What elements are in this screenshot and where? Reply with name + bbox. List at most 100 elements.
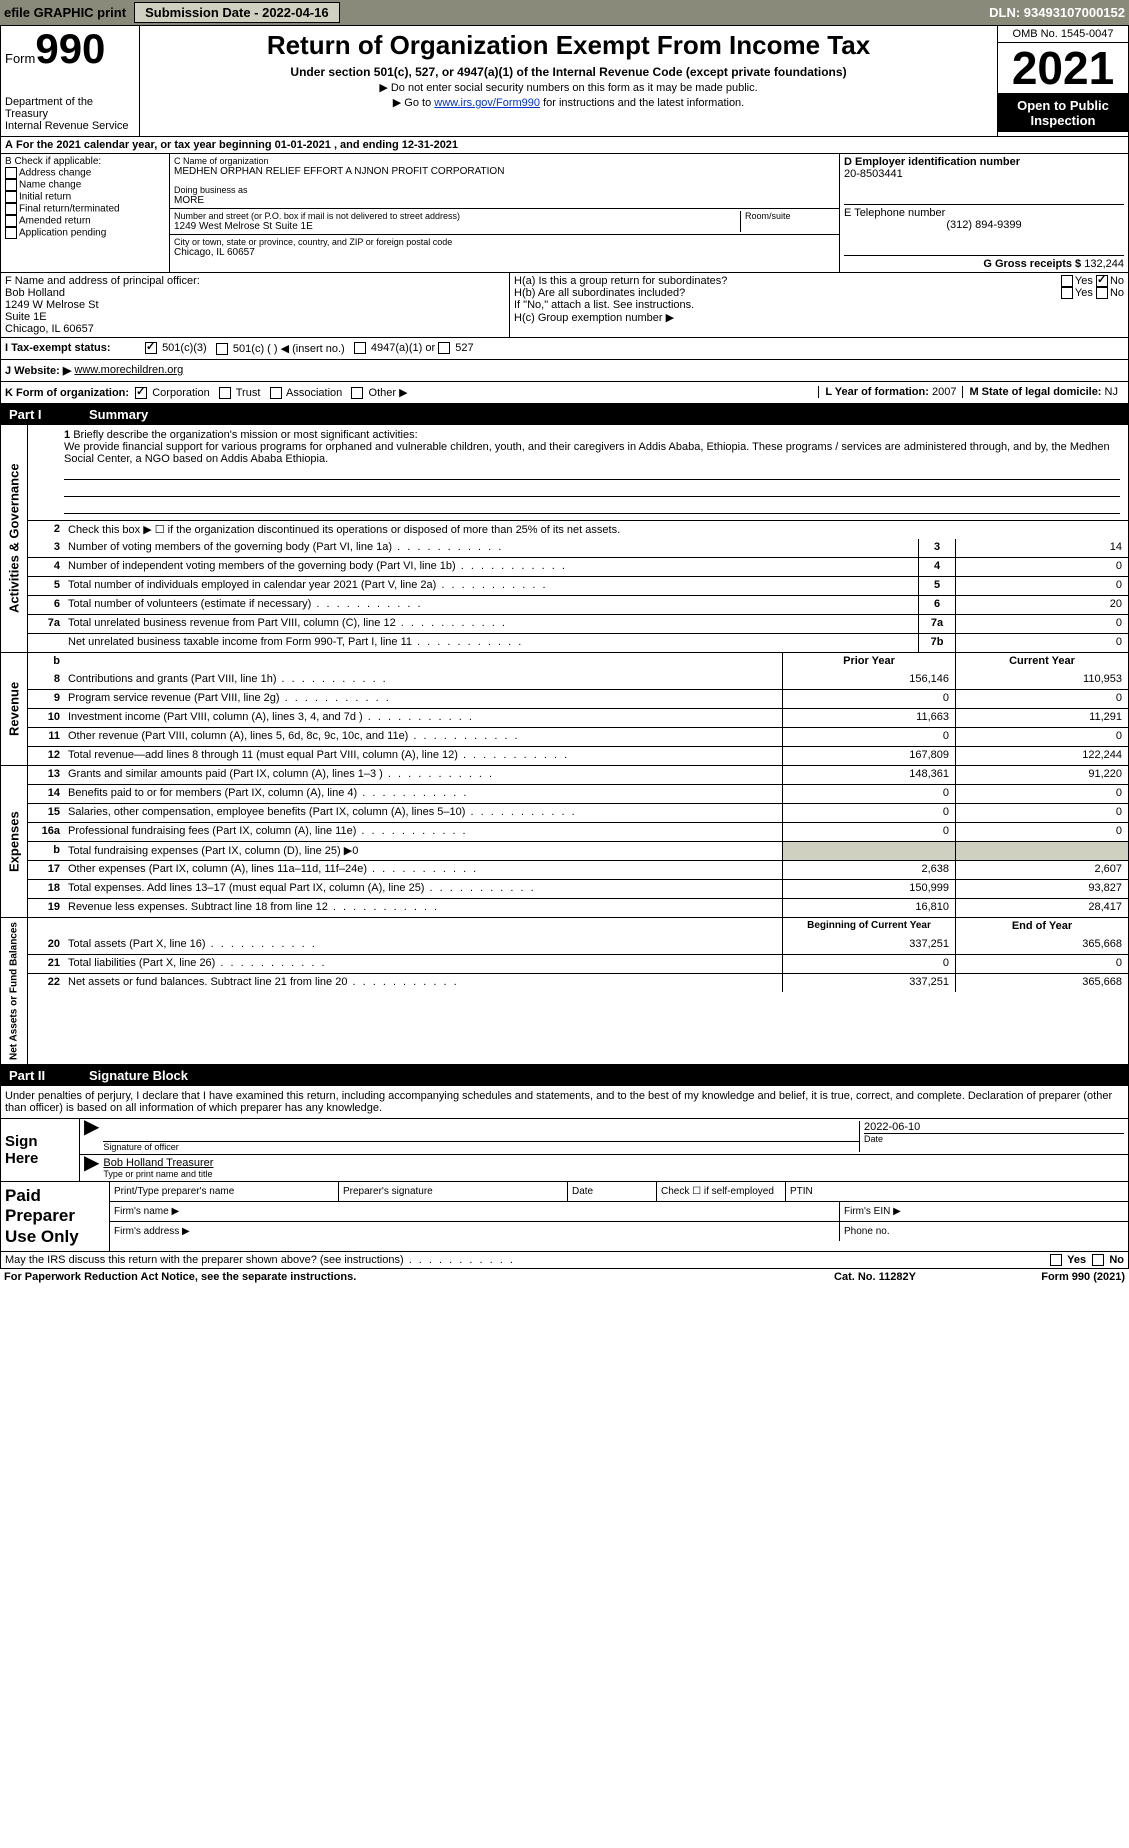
line2-desc: Check this box ▶ ☐ if the organization d…: [64, 521, 1128, 539]
officer-addr2: Suite 1E: [5, 311, 505, 323]
row-current: 122,244: [955, 747, 1128, 765]
firm-phone-label: Phone no.: [840, 1222, 1128, 1241]
row-end: 365,668: [955, 974, 1128, 992]
j-label: J Website: ▶: [5, 364, 71, 377]
discuss-row: May the IRS discuss this return with the…: [0, 1252, 1129, 1269]
section-h: H(a) Is this a group return for subordin…: [510, 273, 1128, 337]
row-desc: Number of voting members of the governin…: [64, 539, 918, 557]
row-prior: 148,361: [782, 766, 955, 784]
summary-row: 12 Total revenue—add lines 8 through 11 …: [28, 746, 1128, 765]
row-begin: 337,251: [782, 936, 955, 954]
row-desc: Contributions and grants (Part VIII, lin…: [64, 671, 782, 689]
summary-row: 22 Net assets or fund balances. Subtract…: [28, 973, 1128, 992]
website-link[interactable]: www.morechildren.org: [74, 364, 183, 377]
f-label: F Name and address of principal officer:: [5, 275, 505, 287]
row-desc: Other revenue (Part VIII, column (A), li…: [64, 728, 782, 746]
checkbox-icon[interactable]: [1061, 287, 1073, 299]
c-name-row: C Name of organization MEDHEN ORPHAN REL…: [170, 154, 839, 209]
ha-row: H(a) Is this a group return for subordin…: [514, 275, 1124, 287]
checkbox-checked-icon[interactable]: [145, 342, 157, 354]
open-public-label: Open to Public Inspection: [998, 94, 1128, 132]
summary-row: 11 Other revenue (Part VIII, column (A),…: [28, 727, 1128, 746]
checkbox-icon[interactable]: [5, 167, 17, 179]
form-number: 990: [35, 25, 105, 72]
row-num: 13: [28, 766, 64, 784]
summary-row: 20 Total assets (Part X, line 16) 337,25…: [28, 936, 1128, 954]
net-header: Beginning of Current Year End of Year: [28, 918, 1128, 936]
checkbox-checked-icon[interactable]: [135, 387, 147, 399]
row-prior: [782, 842, 955, 860]
city-value: Chicago, IL 60657: [174, 247, 835, 258]
checkbox-icon[interactable]: [5, 227, 17, 239]
row-prior: 167,809: [782, 747, 955, 765]
checkbox-icon[interactable]: [1092, 1254, 1104, 1266]
hb-no: No: [1096, 287, 1124, 299]
city-label: City or town, state or province, country…: [174, 237, 835, 247]
summary-row: 3 Number of voting members of the govern…: [28, 539, 1128, 557]
summary-row: 7a Total unrelated business revenue from…: [28, 614, 1128, 633]
checkbox-icon[interactable]: [216, 343, 228, 355]
form-prefix: Form: [5, 51, 35, 66]
b-opt-1: Name change: [19, 179, 81, 190]
row-prior: 0: [782, 804, 955, 822]
submission-date-button[interactable]: Submission Date - 2022-04-16: [134, 2, 340, 23]
checkbox-icon[interactable]: [354, 342, 366, 354]
b-opt-0: Address change: [19, 167, 91, 178]
firm-addr-label: Firm's address ▶: [110, 1222, 840, 1241]
summary-row: 16a Professional fundraising fees (Part …: [28, 822, 1128, 841]
b-opt-4: Amended return: [19, 215, 91, 226]
row-prior: 0: [782, 728, 955, 746]
row-desc: Total assets (Part X, line 16): [64, 936, 782, 954]
row-val: 0: [955, 615, 1128, 633]
note2-pre: ▶ Go to: [393, 97, 434, 109]
summary-gov: Activities & Governance 1 Briefly descri…: [0, 425, 1129, 653]
d-label: D Employer identification number: [844, 156, 1124, 168]
sig-field[interactable]: [103, 1121, 859, 1142]
checkbox-checked-icon[interactable]: [1096, 275, 1108, 287]
paid-row3: Firm's address ▶ Phone no.: [110, 1222, 1128, 1241]
form990-link[interactable]: www.irs.gov/Form990: [434, 97, 540, 109]
row-current: 0: [955, 785, 1128, 803]
street-value: 1249 West Melrose St Suite 1E: [174, 221, 740, 232]
firm-name-label: Firm's name ▶: [110, 1202, 840, 1221]
net-label: Net Assets or Fund Balances: [1, 918, 28, 1064]
i-501c3: 501(c)(3): [145, 342, 207, 355]
summary-net: Net Assets or Fund Balances Beginning of…: [0, 918, 1129, 1065]
sign-block: Sign Here ▶ Signature of officer 2022-06…: [0, 1118, 1129, 1182]
row-current: 0: [955, 804, 1128, 822]
summary-row: 13 Grants and similar amounts paid (Part…: [28, 766, 1128, 784]
blank: b: [28, 653, 64, 671]
row-desc: Total expenses. Add lines 13–17 (must eq…: [64, 880, 782, 898]
row-desc: Number of independent voting members of …: [64, 558, 918, 576]
checkbox-icon[interactable]: [219, 387, 231, 399]
row-num: 12: [28, 747, 64, 765]
checkbox-icon[interactable]: [5, 191, 17, 203]
checkbox-icon[interactable]: [1096, 287, 1108, 299]
begin-year-header: Beginning of Current Year: [782, 918, 955, 936]
checkbox-icon[interactable]: [1050, 1254, 1062, 1266]
paid-label: Paid Preparer Use Only: [1, 1182, 109, 1251]
checkbox-icon[interactable]: [5, 179, 17, 191]
checkbox-icon[interactable]: [351, 387, 363, 399]
row-prior: 0: [782, 823, 955, 841]
hb-label: H(b) Are all subordinates included?: [514, 287, 1061, 299]
i-4947: 4947(a)(1) or: [354, 342, 435, 355]
row-val: 14: [955, 539, 1128, 557]
g-label: G Gross receipts $: [983, 258, 1081, 270]
b-opt-amended: Amended return: [5, 215, 165, 227]
row-prior: 156,146: [782, 671, 955, 689]
checkbox-icon[interactable]: [438, 342, 450, 354]
arrow-icon: ▶: [84, 1121, 99, 1152]
row-num: 16a: [28, 823, 64, 841]
checkbox-icon[interactable]: [1061, 275, 1073, 287]
hb-yes: Yes: [1061, 287, 1093, 299]
checkbox-icon[interactable]: [5, 203, 17, 215]
section-c: C Name of organization MEDHEN ORPHAN REL…: [170, 154, 840, 272]
ha-yes: Yes: [1061, 275, 1093, 287]
checkbox-icon[interactable]: [270, 387, 282, 399]
checkbox-icon[interactable]: [5, 215, 17, 227]
b-opt-2: Initial return: [19, 191, 71, 202]
k-trust: Trust: [236, 387, 261, 399]
row-box: 7a: [918, 615, 955, 633]
line-a-text: For the 2021 calendar year, or tax year …: [16, 139, 458, 151]
